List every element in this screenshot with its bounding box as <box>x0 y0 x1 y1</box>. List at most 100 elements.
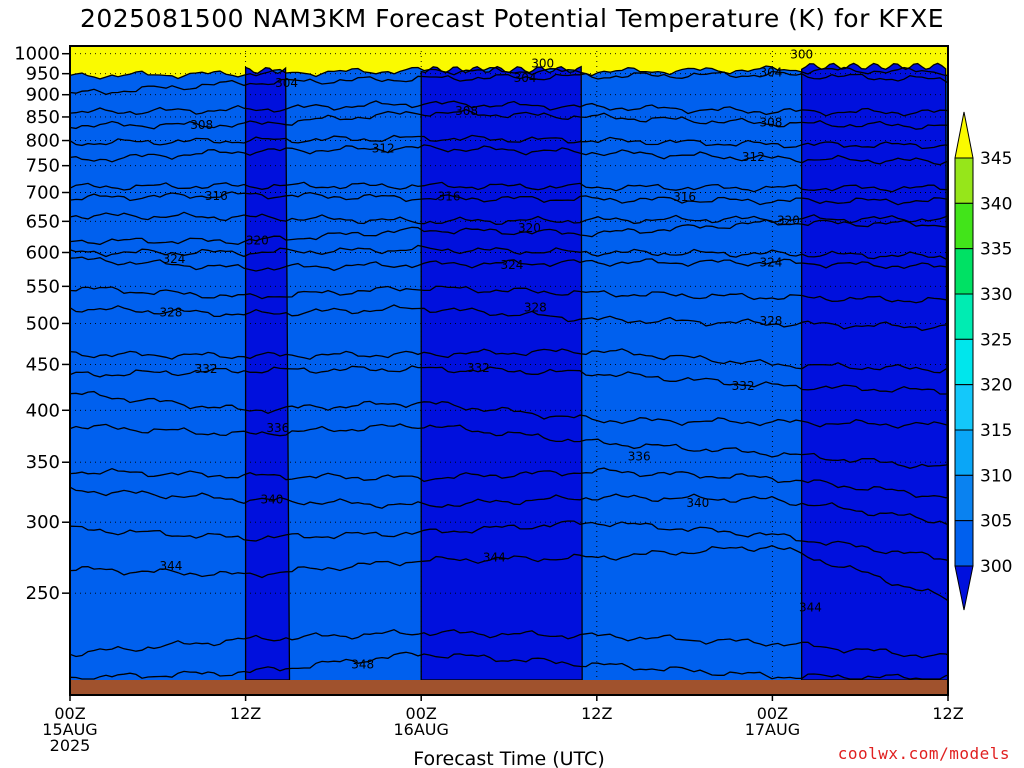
colorbar-label: 315 <box>980 421 1012 441</box>
contour-label: 332 <box>195 362 218 376</box>
colorbar-label: 330 <box>980 285 1012 305</box>
contour-label: 312 <box>372 141 395 155</box>
y-tick-label: 900 <box>26 85 60 106</box>
x-tick-label: 00Z <box>757 704 788 723</box>
x-tick-label: 00Z <box>406 704 437 723</box>
contour-label: 300 <box>531 57 554 71</box>
colorbar-label: 325 <box>980 330 1012 350</box>
contour-label: 340 <box>260 493 283 507</box>
contour-310 <box>69 134 949 150</box>
contour-328 <box>69 304 949 332</box>
contour-306 <box>69 100 949 117</box>
contour-330 <box>69 348 949 374</box>
chart-title: 2025081500 NAM3KM Forecast Potential Tem… <box>79 4 945 33</box>
contour-label: 312 <box>742 150 765 164</box>
contour-label: 308 <box>759 115 782 129</box>
colorbar-swatch <box>954 429 974 476</box>
contour-label: 344 <box>160 559 183 573</box>
x-tick-label: 12Z <box>581 704 612 723</box>
contour-346 <box>69 628 949 659</box>
colorbar-label: 300 <box>980 557 1012 577</box>
contour-324 <box>69 256 949 272</box>
contour-338 <box>69 467 949 499</box>
contour-label: 328 <box>524 300 547 314</box>
contour-label: 324 <box>162 252 185 266</box>
colorbar-swatch <box>954 293 974 340</box>
contour-308 <box>69 108 949 130</box>
contour-318 <box>69 211 949 225</box>
contour-342 <box>69 520 949 562</box>
contour-label: 316 <box>673 190 696 204</box>
contour-340 <box>69 486 949 526</box>
colorbar-label: 310 <box>980 466 1012 486</box>
y-tick-label: 550 <box>26 276 60 297</box>
contour-label: 332 <box>732 379 755 393</box>
colorbar-label: 335 <box>980 240 1012 260</box>
contour-labels: 348 344 340 336 332 328 324 320 316 312 308 304 344 3… <box>160 47 822 671</box>
x-tick-label: 12Z <box>230 704 261 723</box>
y-tick-label: 950 <box>26 64 60 85</box>
contour-344 <box>69 545 949 602</box>
contour-label: 304 <box>759 65 782 79</box>
colorbar-swatch <box>954 202 974 250</box>
x-tick-label: 16AUG <box>393 720 448 739</box>
y-tick-label: 450 <box>26 354 60 375</box>
y-tick-label: 500 <box>26 313 60 334</box>
contour-label: 332 <box>467 361 490 375</box>
contour-label: 336 <box>266 421 289 435</box>
contour-320 <box>69 219 949 246</box>
terrain-strip <box>70 680 948 695</box>
contour-326 <box>69 285 949 304</box>
contour-label: 340 <box>686 496 709 510</box>
credit-text[interactable]: coolwx.com/models <box>837 744 1010 763</box>
contour-label: 304 <box>275 76 298 90</box>
x-tick-label: 17AUG <box>745 720 800 739</box>
x-tick-label: 12Z <box>932 704 963 723</box>
y-axis: 2503003504004505005506006507007508008509… <box>14 44 70 604</box>
colorbar-swatch <box>954 384 974 431</box>
colorbar-label: 345 <box>980 149 1012 169</box>
y-tick-label: 700 <box>26 183 60 204</box>
contour-label: 320 <box>246 233 269 247</box>
contour-348 <box>69 651 949 680</box>
contour-label: 304 <box>514 71 537 85</box>
grid <box>70 46 948 680</box>
contour-label: 308 <box>190 118 213 132</box>
contour-332 <box>69 365 949 395</box>
contour-336 <box>69 423 949 469</box>
cold-pocket-1 <box>420 65 583 681</box>
colorbar-swatch <box>954 474 974 522</box>
y-tick-label: 1000 <box>14 44 60 65</box>
contour-302 <box>69 65 949 80</box>
colorbar-bottom-arrow <box>954 565 974 611</box>
x-tick-label: 2025 <box>50 736 91 755</box>
colorbar-swatch <box>954 338 974 386</box>
contour-label: 316 <box>438 189 461 203</box>
x-axis-label: Forecast Time (UTC) <box>413 748 604 768</box>
contour-312 <box>69 144 949 166</box>
colorbar-swatch <box>954 520 974 567</box>
colorbar-swatch <box>954 248 974 295</box>
contour-label: 336 <box>628 450 651 464</box>
contour-lines <box>69 65 949 680</box>
contour-322 <box>69 244 949 261</box>
contour-304 <box>69 70 949 96</box>
cold-pocket-2 <box>801 62 949 681</box>
contour-label: 348 <box>351 658 374 672</box>
y-tick-label: 350 <box>26 452 60 473</box>
y-tick-label: 850 <box>26 107 60 128</box>
colorbar-label: 305 <box>980 512 1012 532</box>
y-tick-label: 800 <box>26 131 60 152</box>
contour-label: 308 <box>455 104 478 118</box>
contour-314 <box>69 181 949 193</box>
contour-label: 324 <box>759 255 782 269</box>
contour-316 <box>69 191 949 206</box>
contour-label: 320 <box>777 214 800 228</box>
contour-334 <box>69 390 949 429</box>
colorbar-label: 340 <box>980 194 1012 214</box>
contour-label: 300 <box>790 47 813 61</box>
colorbar-top-arrow <box>954 111 974 159</box>
